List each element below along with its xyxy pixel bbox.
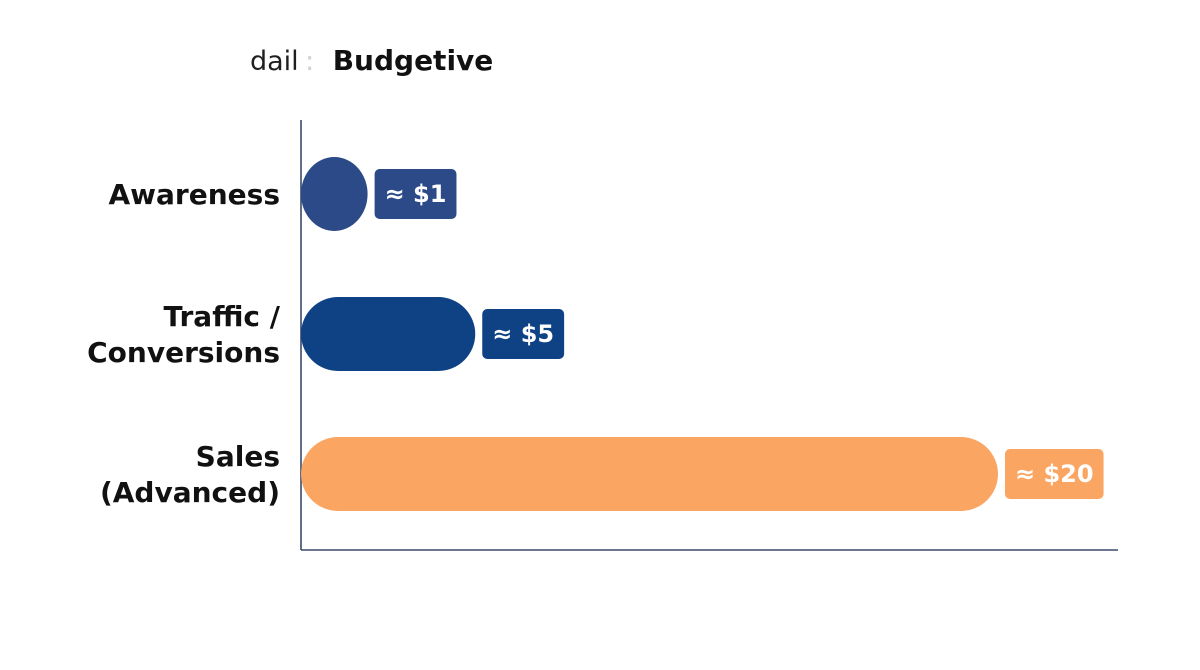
value-label: ≈ $20 — [1015, 460, 1094, 488]
chart-title-main: Budgetive — [333, 44, 494, 77]
chart-title-separator: : — [305, 46, 314, 77]
value-label-badge — [374, 169, 457, 219]
bar — [301, 437, 998, 511]
category-label: Conversions — [87, 336, 280, 369]
category-label: (Advanced) — [100, 476, 280, 509]
bar — [301, 157, 368, 231]
category-label: Sales — [196, 440, 280, 473]
value-label-badge — [482, 309, 565, 359]
category-label: Awareness — [109, 178, 281, 211]
value-label: ≈ $5 — [492, 320, 554, 348]
value-label: ≈ $1 — [385, 180, 447, 208]
bar — [301, 297, 476, 371]
bar-group: Awareness ≈ $1 Traffic /Conversions ≈ $5 Sal… — [87, 157, 1104, 511]
value-label-badge — [1005, 449, 1104, 499]
chart-title-prefix: dail — [250, 46, 299, 77]
category-label: Traffic / — [163, 300, 280, 333]
chart-title: dail : Budgetive — [250, 44, 493, 77]
